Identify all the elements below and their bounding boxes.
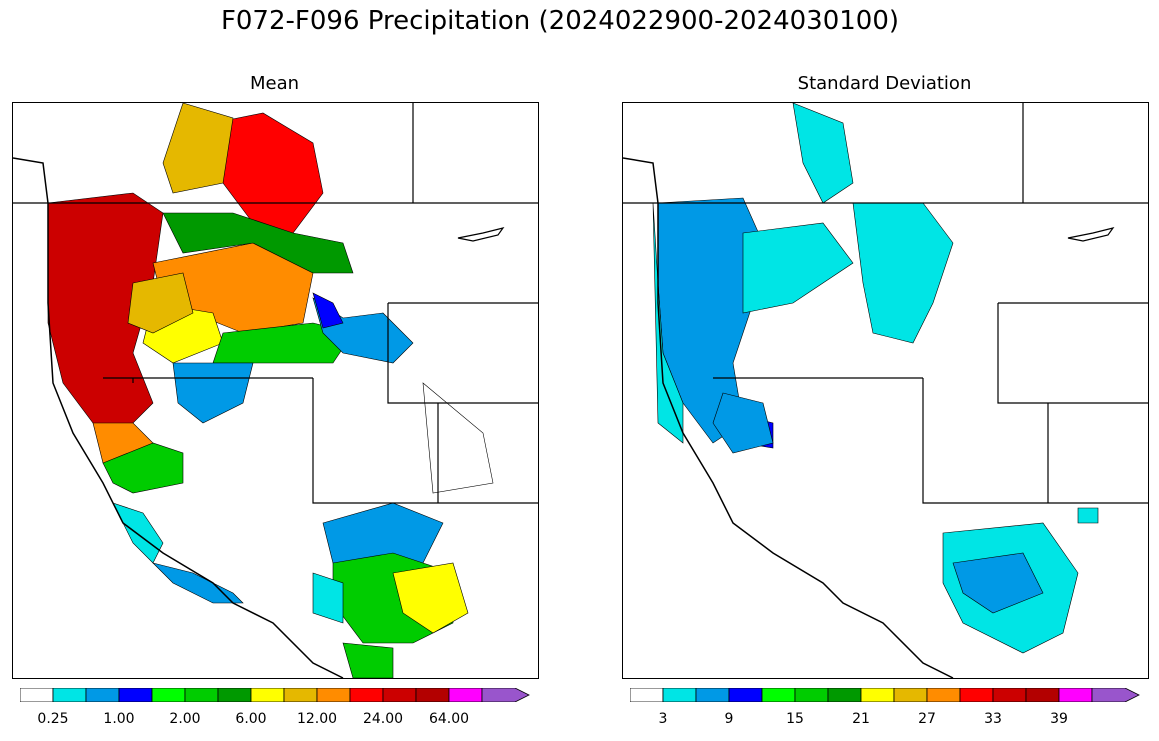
- colorbar-tick-label: 21: [852, 711, 870, 727]
- colorbar-swatch: [1025, 688, 1060, 702]
- colorbar-swatch: [630, 688, 664, 702]
- colorbar-tick-label: 33: [984, 711, 1002, 727]
- colorbar-swatch: [992, 688, 1027, 702]
- region-cyan-sw: [312, 572, 344, 624]
- region-gold-north: [162, 103, 234, 194]
- colorbar-tick-label: 24.00: [362, 711, 404, 727]
- region-green-south-tip: [342, 642, 394, 678]
- colorbar-swatch: [250, 688, 285, 702]
- region-cyan-small: [1077, 507, 1099, 524]
- region-green-south: [102, 442, 184, 494]
- colorbar-tick-label: 12.00: [296, 711, 338, 727]
- colorbar-swatch: [217, 688, 252, 702]
- colorbar-swatch: [151, 688, 186, 702]
- colorbar-tick-label: 64.00: [428, 711, 470, 727]
- colorbar-tick-label: 9: [724, 711, 734, 727]
- colorbar-swatch: [382, 688, 417, 702]
- region-red-pnw: [47, 192, 164, 434]
- colorbar-tick-label: 27: [918, 711, 936, 727]
- colorbar-swatch: [1091, 688, 1140, 702]
- coastline: [13, 157, 344, 678]
- state-borders: [623, 103, 1148, 504]
- colorbar-tick-label: 3: [658, 711, 668, 727]
- colorbar-swatch: [959, 688, 994, 702]
- colorbar-swatch: [85, 688, 120, 702]
- region-green-ne: [422, 382, 494, 494]
- region-blue-mid: [712, 392, 774, 454]
- stddev-map[interactable]: [622, 102, 1149, 679]
- stddev-panel-title: Standard Deviation: [797, 73, 972, 94]
- colorbar-swatch: [1058, 688, 1093, 702]
- colorbar-swatch: [860, 688, 895, 702]
- colorbar-swatch: [316, 688, 351, 702]
- region-cyan-coast: [112, 502, 164, 564]
- region-gold-center: [127, 272, 194, 334]
- coastline: [623, 157, 954, 678]
- colorbar-swatch: [926, 688, 961, 702]
- colorbar-swatch: [827, 688, 862, 702]
- colorbar-swatch: [481, 688, 530, 702]
- mean-panel-title: Mean: [249, 73, 300, 94]
- figure-title: F072-F096 Precipitation (2024022900-2024…: [220, 6, 900, 36]
- colorbar-swatch: [20, 688, 54, 702]
- region-cyan-north: [792, 103, 854, 204]
- region-blue-dark-east: [312, 292, 344, 329]
- mean-map-svg: [13, 103, 538, 678]
- stddev-map-svg: [623, 103, 1148, 678]
- region-cyan-northeast: [852, 202, 954, 344]
- colorbar-swatch: [794, 688, 829, 702]
- colorbar-tick-label: 0.25: [37, 711, 69, 727]
- colorbar-swatch: [349, 688, 384, 702]
- region-blue-coast: [152, 562, 244, 604]
- lake: [1067, 227, 1115, 242]
- colorbar-tick-label: 6.00: [235, 711, 267, 727]
- colorbar-tick-label: 39: [1050, 711, 1068, 727]
- region-cyan-center: [742, 222, 854, 314]
- colorbar-swatch: [283, 688, 318, 702]
- mean-colorbar-svg: [20, 688, 530, 702]
- colorbar-swatch: [728, 688, 763, 702]
- colorbar-swatch: [52, 688, 87, 702]
- colorbar-tick-label: 1.00: [103, 711, 135, 727]
- colorbar-swatch: [118, 688, 153, 702]
- region-blue-sw: [952, 552, 1044, 614]
- colorbar-swatch: [184, 688, 219, 702]
- colorbar-swatch: [695, 688, 730, 702]
- lake: [457, 227, 505, 242]
- colorbar-swatch: [662, 688, 697, 702]
- stddev-colorbar-svg: [630, 688, 1140, 702]
- region-yellow-sw: [392, 562, 469, 634]
- colorbar-swatch: [893, 688, 928, 702]
- colorbar-swatch: [761, 688, 796, 702]
- colorbar-swatch: [415, 688, 450, 702]
- colorbar-swatch: [448, 688, 483, 702]
- mean-colorbar: [20, 688, 530, 702]
- region-green-center: [162, 212, 354, 274]
- colorbar-tick-label: 15: [786, 711, 804, 727]
- stddev-colorbar: [630, 688, 1140, 702]
- state-borders: [13, 103, 538, 504]
- colorbar-tick-label: 2.00: [169, 711, 201, 727]
- mean-map[interactable]: [12, 102, 539, 679]
